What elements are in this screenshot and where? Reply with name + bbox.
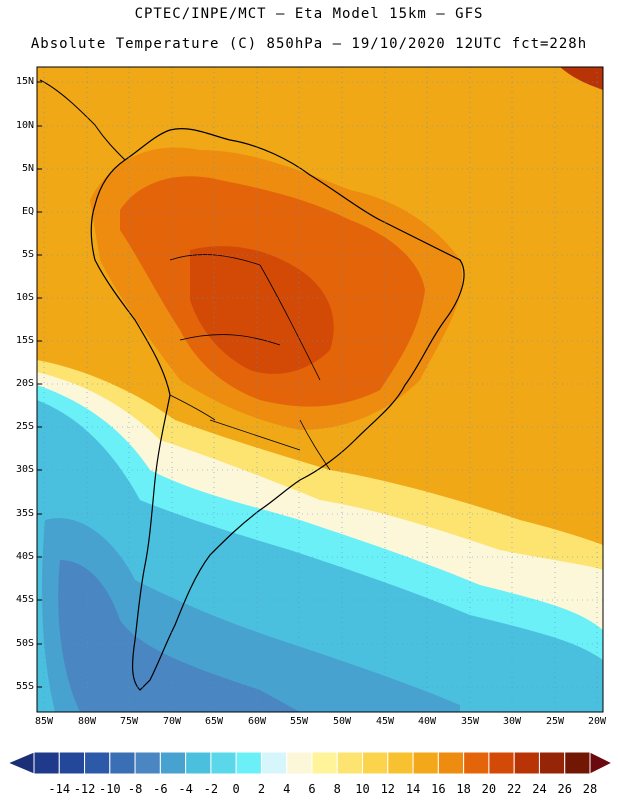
map-frame <box>36 66 604 713</box>
colorbar-swatch <box>286 751 313 775</box>
lon-label: 65W <box>204 716 224 727</box>
colorbar-swatch <box>437 751 465 775</box>
axis-ticks <box>37 81 42 688</box>
colorbar-label: 24 <box>532 782 547 796</box>
colorbar-label: -10 <box>98 782 121 796</box>
colorbar-label: 20 <box>481 782 497 796</box>
colorbar-swatch <box>488 751 515 775</box>
lon-label: 20W <box>587 716 607 727</box>
colorbar-swatch <box>134 751 161 775</box>
colorbar-label: -6 <box>153 782 168 796</box>
lon-label: 75W <box>119 716 139 727</box>
colorbar-swatch <box>58 751 86 775</box>
colorbar-swatch <box>185 751 212 775</box>
lat-label: 15S <box>15 335 34 346</box>
map-title-line2: Absolute Temperature (C) 850hPa – 19/10/… <box>30 36 588 52</box>
colorbar-label: 0 <box>232 782 240 796</box>
colorbar-swatch <box>210 751 237 775</box>
lon-label: 80W <box>77 716 97 727</box>
colorbar-label: 8 <box>333 782 341 796</box>
colorbar-swatch <box>311 751 338 775</box>
colorbar-swatch <box>336 751 364 775</box>
lat-label: 10N <box>15 120 34 131</box>
colorbar-overflow <box>589 751 614 775</box>
colorbar-swatch <box>33 751 60 775</box>
lat-label: 15N <box>15 76 34 87</box>
south-america-outline <box>90 128 465 691</box>
lon-label: 35W <box>460 716 480 727</box>
colorbar-swatch <box>159 751 187 775</box>
temp-band-neg4 <box>58 560 301 712</box>
colorbar-label: -14 <box>48 782 71 796</box>
colorbar <box>6 751 614 775</box>
lat-label: EQ <box>21 206 34 217</box>
lat-label: 55S <box>15 681 34 692</box>
colorbar-label: 4 <box>283 782 291 796</box>
colorbar-underflow <box>6 751 35 775</box>
lat-label: 40S <box>15 551 34 562</box>
colorbar-label: 14 <box>405 782 421 796</box>
temp-band-26 <box>560 67 603 90</box>
lon-label: 60W <box>247 716 267 727</box>
temp-band-24 <box>190 246 334 374</box>
colorbar-label: 12 <box>380 782 396 796</box>
colorbar-label: -12 <box>73 782 96 796</box>
lat-label: 30S <box>15 464 34 475</box>
lat-label: 25S <box>15 421 34 432</box>
map-title-line1: CPTEC/INPE/MCT – Eta Model 15km – GFS <box>134 6 484 22</box>
colorbar-label: 2 <box>257 782 266 796</box>
colorbar-swatch <box>412 751 439 775</box>
lat-label: 5S <box>21 249 34 260</box>
lon-label: 30W <box>502 716 522 727</box>
colorbar-label: 26 <box>557 782 572 796</box>
colorbar-label: -8 <box>127 782 143 796</box>
lat-label: 20S <box>15 378 34 389</box>
colorbar-swatch <box>235 751 262 775</box>
colorbar-swatch <box>84 751 111 775</box>
lon-label: 70W <box>162 716 182 727</box>
colorbar-label: 16 <box>431 782 446 796</box>
colorbar-swatch <box>260 751 288 775</box>
colorbar-label: 18 <box>456 782 471 796</box>
colorbar-swatch <box>463 751 490 775</box>
lat-label: 5N <box>21 163 34 174</box>
lat-label: 10S <box>15 292 34 303</box>
central-america-outline <box>39 79 126 161</box>
lat-label: 35S <box>15 508 34 519</box>
lon-label: 40W <box>417 716 437 727</box>
colorbar-label: -4 <box>178 782 193 796</box>
lon-label: 45W <box>375 716 395 727</box>
colorbar-label: -2 <box>203 782 219 796</box>
lon-label: 25W <box>545 716 565 727</box>
colorbar-label: 28 <box>582 782 598 796</box>
colorbar-swatch <box>564 751 591 775</box>
colorbar-swatch <box>387 751 414 775</box>
colorbar-label: 22 <box>506 782 522 796</box>
lat-label: 50S <box>15 638 34 649</box>
colorbar-label: 6 <box>308 782 316 796</box>
colorbar-swatch <box>513 751 540 775</box>
colorbar-swatch <box>362 751 389 775</box>
colorbar-swatch <box>109 751 136 775</box>
lon-label: 85W <box>34 716 54 727</box>
colorbar-label: 10 <box>355 782 370 796</box>
lat-label: 45S <box>15 594 34 605</box>
colorbar-swatch <box>538 751 566 775</box>
country-borders <box>169 254 331 471</box>
lon-label: 55W <box>289 716 309 727</box>
lon-label: 50W <box>332 716 352 727</box>
